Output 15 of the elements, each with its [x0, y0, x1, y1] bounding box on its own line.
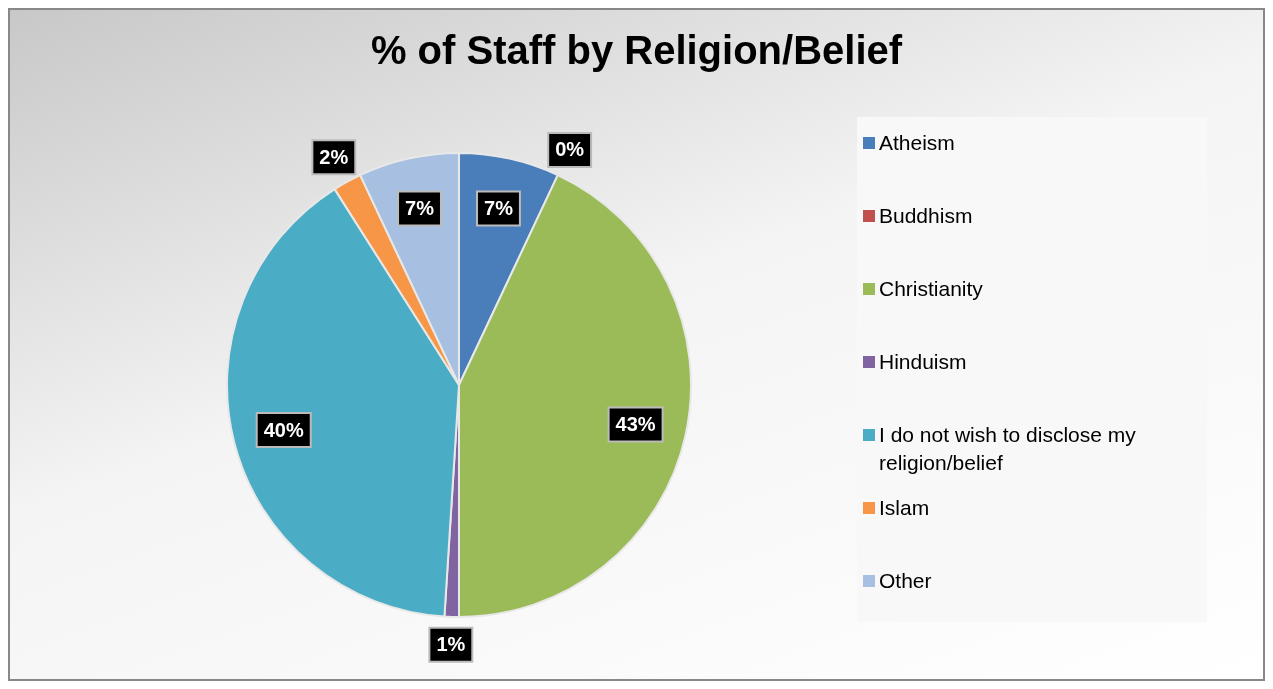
- data-label: 43%: [615, 412, 656, 435]
- legend-label: Hinduism: [879, 349, 968, 375]
- legend-label: Other: [879, 568, 933, 594]
- data-label: 7%: [484, 196, 514, 219]
- chart-title: % of Staff by Religion/Belief: [369, 28, 904, 73]
- legend-label: Buddhism: [879, 203, 974, 229]
- text: 0%: [555, 138, 585, 161]
- legend-label: I do not wish to disclose my religion/belief: [879, 422, 1137, 476]
- data-label: 7%: [405, 196, 435, 219]
- data-label: 40%: [263, 418, 304, 441]
- legend-label: Islam: [879, 495, 931, 521]
- data-label: 2%: [319, 145, 349, 168]
- data-label: 1%: [436, 633, 466, 656]
- legend-label: Atheism: [879, 130, 956, 156]
- legend-label: Christianity: [879, 276, 984, 302]
